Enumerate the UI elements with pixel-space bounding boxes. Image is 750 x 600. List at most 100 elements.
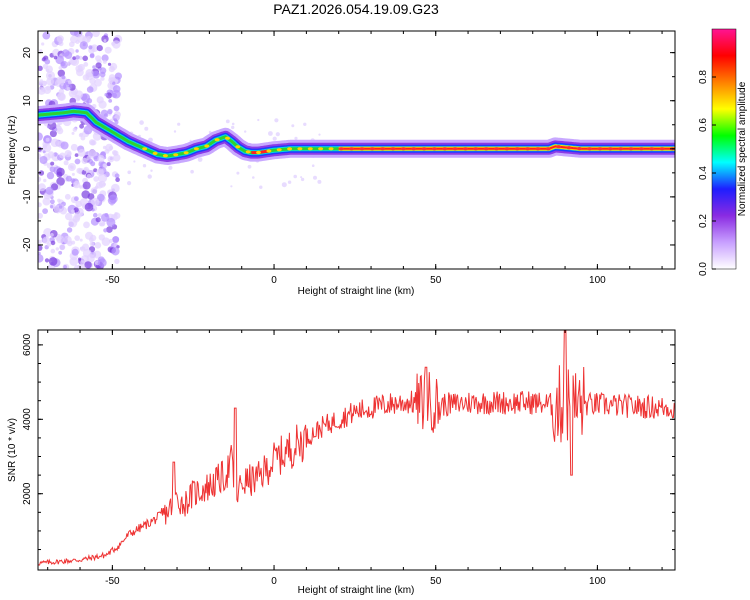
- spectrogram-y-tick-label: 20: [22, 47, 33, 59]
- spectrogram-noise-dot: [68, 218, 78, 228]
- spectrogram-noise-dot: [82, 55, 88, 62]
- snr-y-ticks: 2000 4000 6000: [22, 333, 675, 551]
- spectrogram-noise-dot: [108, 194, 118, 204]
- spectrogram-noise-dot: [74, 235, 80, 241]
- spectrogram-noise-dot: [43, 228, 53, 237]
- spectrogram-noise-dot: [111, 92, 117, 98]
- spectrogram-noise-dot: [46, 125, 50, 129]
- spectrogram-noise-dot: [317, 179, 322, 184]
- spectrogram-noise-dot: [112, 150, 118, 156]
- ridge-blob: [390, 147, 396, 151]
- spectrogram-noise-dot: [197, 157, 203, 162]
- snr-y-tick-label: 2000: [22, 482, 33, 505]
- spectrogram-noise-dot: [108, 99, 113, 103]
- ridge-blob: [452, 147, 458, 151]
- spectrogram-noise-dot: [88, 237, 94, 243]
- spectrogram-noise-dot: [74, 158, 81, 165]
- spectrogram-noise-dot: [71, 131, 75, 135]
- ridge-blob: [162, 154, 168, 158]
- spectrogram-noise-dot: [49, 166, 56, 173]
- spectrogram-noise-dot: [66, 87, 71, 91]
- spectrogram-noise-dot: [300, 176, 303, 179]
- spectrogram-y-ticks: -20 -10 0 10 20: [22, 47, 675, 270]
- ridge-blob: [183, 151, 189, 155]
- spectrogram-noise-dot: [55, 55, 64, 65]
- spectrogram-noise-dot: [58, 205, 63, 209]
- spectrogram-noise-dot: [71, 172, 75, 176]
- spectrogram-y-tick-label: -10: [22, 189, 33, 204]
- colorbar-gradient: [711, 28, 737, 270]
- ridge-blob: [535, 147, 541, 151]
- spectrogram-noise-dot: [47, 151, 55, 159]
- spectrogram-noise-dot: [72, 127, 78, 132]
- spectrogram-noise-dot: [92, 65, 96, 69]
- ridge-blob: [576, 147, 582, 151]
- spectrogram-noise-dot: [231, 125, 235, 130]
- spectrogram-noise-dot: [57, 198, 61, 203]
- spectrogram-noise-dot: [56, 177, 65, 186]
- ridge-blob: [193, 147, 199, 151]
- ridge-blob: [307, 147, 313, 151]
- spectrogram-noise-dot: [92, 70, 100, 79]
- spectrogram-noise-dot: [95, 217, 101, 223]
- spectrogram-noise-dot: [268, 131, 273, 136]
- spectrogram-noise-dot: [42, 63, 49, 69]
- spectrogram-noise-dot: [97, 213, 102, 218]
- spectrogram-noise-dot: [46, 171, 55, 180]
- spectrogram-noise-dot: [318, 133, 321, 136]
- spectrogram-noise-dot: [94, 185, 99, 190]
- spectrogram-noise-dot: [102, 59, 107, 64]
- spectrogram-noise-dot: [97, 154, 105, 163]
- spectrogram-noise-dot: [86, 174, 92, 179]
- spectrogram-noise-dot: [114, 72, 122, 80]
- ridge-blob: [328, 147, 334, 151]
- spectrogram-noise-dot: [38, 146, 42, 152]
- spectrogram-noise-dot: [71, 209, 75, 213]
- spectrogram-noise-dot: [112, 236, 120, 244]
- spectrogram-y-tick-label: 0: [22, 146, 33, 152]
- spectrogram-noise-dot: [42, 208, 48, 215]
- spectrogram-noise-dot: [44, 258, 50, 263]
- spectrogram-noise-dot: [93, 176, 100, 182]
- spectrogram-noise-dot: [101, 237, 111, 246]
- ridge-blob: [649, 147, 655, 151]
- spectrogram-noise-dot: [96, 193, 105, 202]
- spectrogram-noise-dot: [231, 122, 235, 126]
- spectrogram-noise-dot: [114, 173, 120, 179]
- spectrogram-noise-dot: [39, 156, 48, 164]
- spectrogram-noise-dot: [43, 178, 47, 183]
- spectrogram-noise-dot: [257, 118, 260, 122]
- snr-x-tick-label: 50: [430, 576, 442, 587]
- spectrogram-noise-dot: [112, 81, 116, 85]
- spectrogram-noise-dot: [71, 248, 79, 256]
- colorbar-label: Normalized spectral amplitude: [737, 81, 748, 216]
- spectrogram-noise-dot: [100, 76, 105, 81]
- spectrogram-x-label: Height of straight line (km): [298, 286, 415, 297]
- spectrogram-y-label: Frequency (Hz): [7, 116, 18, 185]
- colorbar: 0.0 0.2 0.4 0.6 0.8 Normalized spectral ampl…: [698, 28, 748, 276]
- spectrogram-noise-dot: [76, 167, 83, 174]
- spectrogram-noise-dot: [287, 180, 292, 184]
- spectrogram-noise-dot: [58, 41, 64, 47]
- spectrogram-noise-dot: [127, 181, 132, 186]
- ridge-blob: [204, 144, 210, 148]
- spectrogram-noise-dot: [83, 168, 88, 172]
- spectrogram-noise-dot: [100, 109, 108, 117]
- spectrogram-noise-dot: [84, 261, 92, 269]
- ridge-blob: [349, 147, 355, 151]
- spectrogram-panel: -50 0 50 100 -20 -10 0 10 20 Height of straight…: [7, 30, 676, 297]
- ridge-blob: [173, 153, 179, 157]
- spectrogram-noise-dot: [177, 122, 181, 126]
- spectrogram-noise-dot: [102, 182, 106, 186]
- ridge-blob: [359, 147, 365, 151]
- spectrogram-noise-dot: [104, 93, 108, 97]
- ridge-blob: [607, 147, 613, 151]
- ridge-blob: [525, 147, 531, 151]
- ridge-blob: [287, 147, 293, 151]
- spectrogram-noise-dot: [38, 254, 44, 263]
- spectrogram-noise-dot: [272, 136, 277, 141]
- spectrogram-noise-dot: [42, 144, 47, 150]
- spectrogram-noise-dot: [70, 165, 74, 170]
- spectrogram-noise-dot: [113, 105, 120, 112]
